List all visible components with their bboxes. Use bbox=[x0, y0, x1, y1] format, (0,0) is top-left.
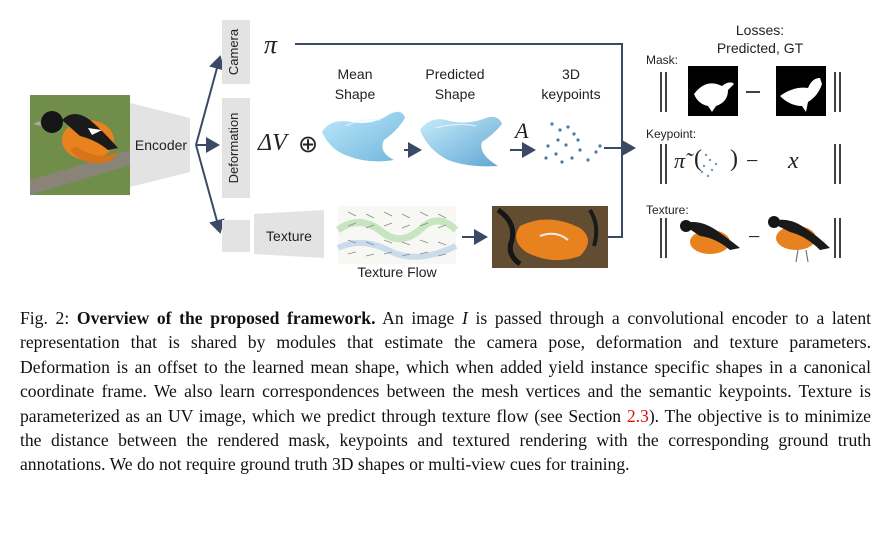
caption-text-3: ). The objective is to minimize the dist… bbox=[20, 405, 871, 475]
x-symbol: x bbox=[788, 148, 799, 174]
deformation-module-box bbox=[222, 98, 250, 198]
input-bird-image bbox=[30, 95, 130, 195]
losses-subtitle: Predicted, GT bbox=[716, 40, 804, 56]
figure-caption: Fig. 2: Overview of the proposed framewo… bbox=[20, 306, 871, 477]
framework-figure: Encoder Camera Deformation π ΔV ⊕ A Mean… bbox=[30, 17, 860, 280]
texture-loss-label: Texture: bbox=[646, 203, 689, 217]
mask-loss-label: Mask: bbox=[646, 53, 679, 67]
texture-label: Texture bbox=[266, 228, 312, 244]
keypoint-cloud bbox=[544, 122, 602, 164]
caption-text-1: An image bbox=[382, 308, 455, 328]
predicted-shape-mesh bbox=[420, 116, 502, 167]
keypoints-label: 3D keypoints bbox=[541, 66, 601, 102]
texture-module-box bbox=[222, 220, 250, 252]
pi-tilde-symbol: π̃ bbox=[674, 148, 686, 173]
delta-v-symbol: ΔV bbox=[258, 130, 287, 156]
mean-shape-mesh bbox=[322, 111, 405, 162]
predicted-shape-label: Predicted Shape bbox=[425, 66, 485, 102]
caption-title: Overview of the proposed framework. bbox=[76, 308, 376, 328]
deformation-label: Deformation bbox=[226, 112, 241, 184]
pi-symbol: π bbox=[264, 30, 278, 59]
texture-flow-field bbox=[335, 206, 459, 264]
keypoint-loss-label: Keypoint: bbox=[646, 127, 697, 141]
caption-text-2: is passed through a convolutional encode… bbox=[20, 308, 872, 426]
texture-flow-label: Texture Flow bbox=[357, 264, 437, 280]
camera-label: Camera bbox=[226, 28, 241, 76]
encoder-label: Encoder bbox=[134, 137, 188, 153]
oplus-symbol: ⊕ bbox=[298, 132, 319, 158]
a-symbol: A bbox=[515, 118, 529, 143]
caption-image-var: I bbox=[462, 308, 468, 328]
texture-minus: − bbox=[748, 224, 761, 249]
caption-fig-num: Fig. 2: bbox=[20, 308, 70, 328]
mask-loss-row bbox=[660, 66, 841, 116]
losses-title: Losses: bbox=[735, 22, 785, 38]
encoder-shape bbox=[130, 103, 190, 187]
figure-graphics bbox=[30, 43, 841, 268]
predicted-texture-image bbox=[492, 206, 608, 268]
texture-loss-row bbox=[660, 216, 841, 263]
keypoint-minus: − bbox=[746, 148, 759, 173]
texture-decoder-shape bbox=[254, 210, 324, 258]
close-paren: ) bbox=[730, 146, 738, 172]
caption-section-ref[interactable]: 2.3 bbox=[626, 405, 649, 426]
mean-shape-label: Mean Shape bbox=[334, 66, 376, 102]
camera-module-box bbox=[222, 20, 250, 84]
open-paren: ( bbox=[694, 146, 702, 172]
keypoint-loss-row bbox=[660, 144, 841, 184]
